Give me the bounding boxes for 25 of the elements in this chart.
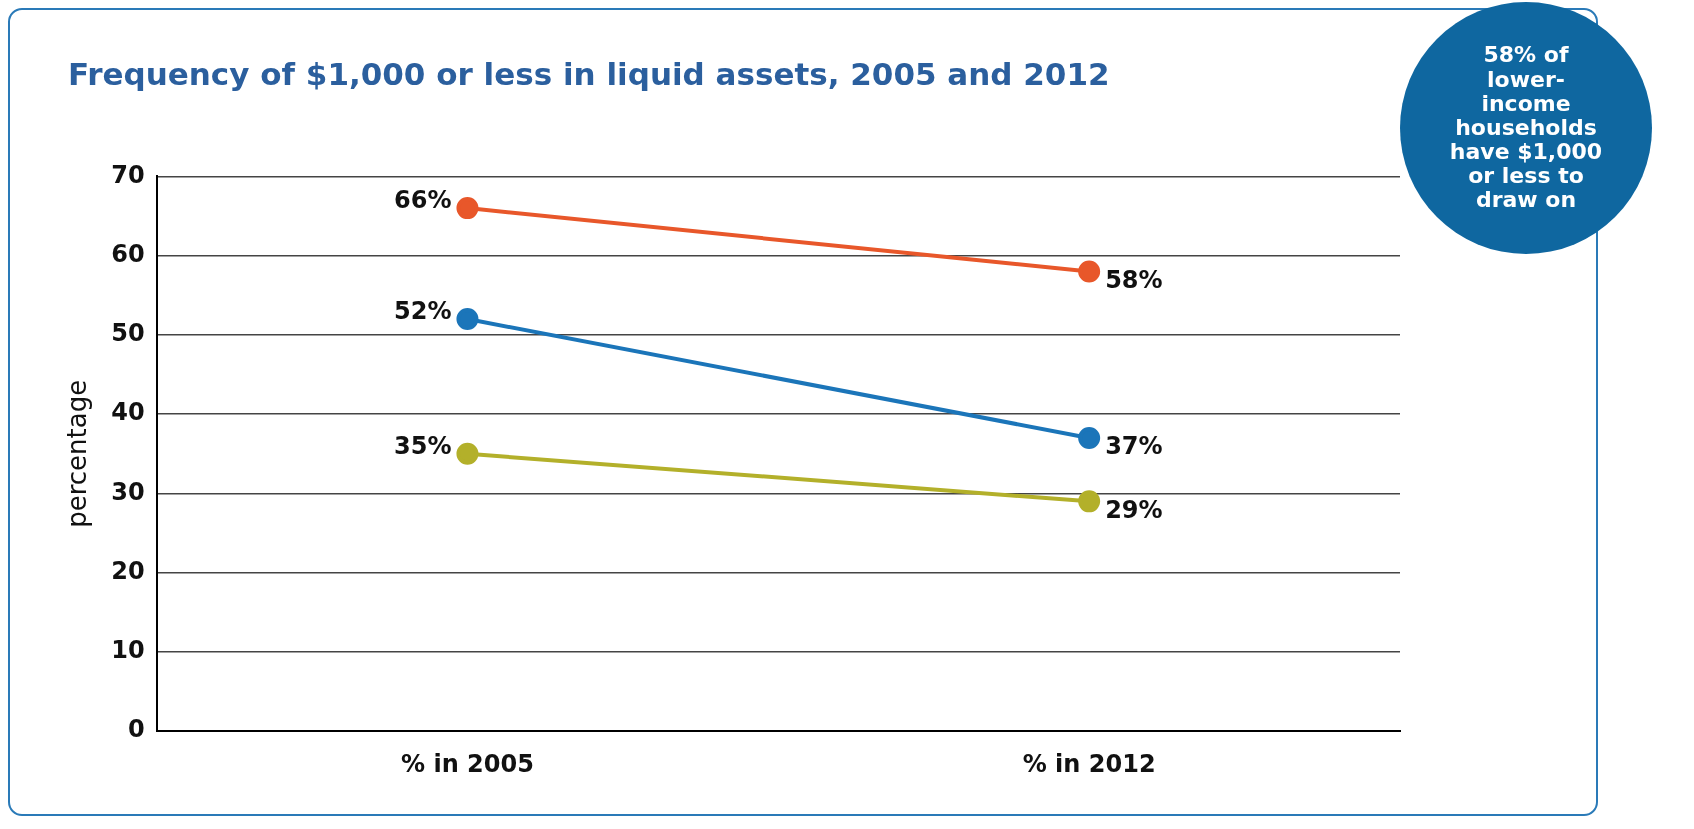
y-tick-label: 60	[111, 239, 145, 268]
point	[1078, 260, 1101, 283]
point	[456, 442, 479, 465]
data-label: 58%	[1105, 265, 1163, 294]
y-tick-label: 70	[111, 160, 145, 189]
x-tick-label: % in 2012	[1022, 749, 1156, 778]
y-tick-label: 40	[111, 398, 145, 427]
x-tick-label: % in 2005	[401, 749, 534, 778]
data-label: 29%	[1105, 495, 1163, 524]
callout-circle: 58% of lower-income households have $1,000 or less to draw on	[1400, 2, 1652, 254]
point	[1078, 426, 1101, 449]
data-label: 52%	[394, 297, 452, 326]
data-label: 37%	[1105, 432, 1163, 461]
y-tick-label: 10	[111, 636, 145, 665]
point	[1078, 490, 1101, 513]
data-label: 35%	[394, 432, 452, 461]
point	[456, 197, 479, 220]
y-tick-label: 50	[111, 319, 145, 348]
data-label: 66%	[394, 186, 452, 215]
y-axis-title: percentage	[62, 379, 93, 528]
y-tick-label: 20	[111, 556, 145, 585]
point	[456, 308, 479, 331]
chart-title: Frequency of $1,000 or less in liquid assets, 2005 and 2012	[68, 56, 1110, 92]
y-tick-label: 30	[111, 477, 145, 506]
y-tick-label: 0	[127, 715, 145, 744]
